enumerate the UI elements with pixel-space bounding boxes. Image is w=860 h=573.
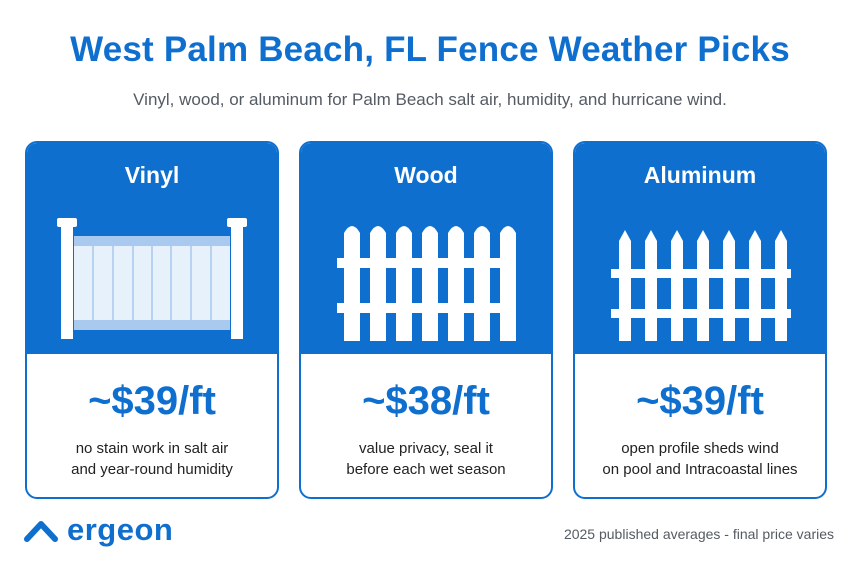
card-header: Vinyl [27,143,277,354]
card-title: Wood [394,162,458,188]
card-title: Aluminum [643,162,757,188]
wood-picket-fence-icon [337,226,516,341]
brand-name: ergeon [67,512,174,547]
card-note-line: on pool and Intracoastal lines [602,461,798,478]
card-note: open profile sheds wind on pool and Intr… [575,438,825,480]
card-price: ~$39/ft [636,379,764,423]
card-header: Wood [301,143,551,354]
ergeon-logo: ergeon [24,510,173,550]
card-note-line: before each wet season [346,461,506,478]
card-note-line: and year-round humidity [71,461,233,478]
footnote: 2025 published averages - final price va… [563,526,834,542]
card-aluminum: Aluminum ~$39/ft open profile sheds wind… [573,141,827,499]
card-note-line: no stain work in salt air [75,440,229,457]
card-price: ~$39/ft [88,379,216,423]
card-header: Aluminum [575,143,825,354]
card-price: ~$38/ft [362,379,490,423]
card-vinyl: Vinyl ~$39/ft no stain work in salt ai [25,141,279,499]
card-title: Vinyl [124,162,180,188]
page-subtitle: Vinyl, wood, or aluminum for Palm Beach … [133,90,727,109]
aluminum-spear-fence-icon [611,230,791,341]
card-note: no stain work in salt air and year-round… [27,438,277,480]
card-note-line: value privacy, seal it [359,440,493,457]
card-wood: Wood ~$38/ft value privacy, seal it befo… [299,141,553,499]
card-note: value privacy, seal it before each wet s… [301,438,551,480]
card-note-line: open profile sheds wind [621,440,779,457]
vinyl-fence-icon [57,218,247,339]
ergeon-chevron-icon [24,521,58,542]
page-title: West Palm Beach, FL Fence Weather Picks [70,30,790,69]
